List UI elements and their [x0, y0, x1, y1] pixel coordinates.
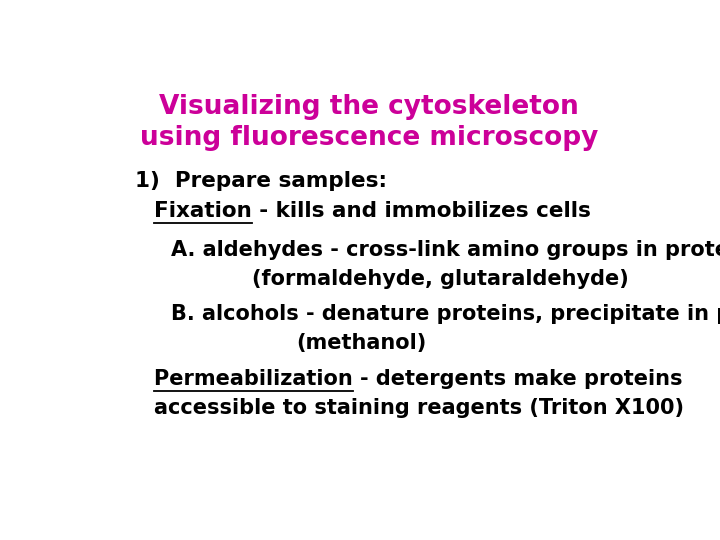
- Text: Visualizing the cytoskeleton: Visualizing the cytoskeleton: [159, 94, 579, 120]
- Text: using fluorescence microscopy: using fluorescence microscopy: [140, 125, 598, 151]
- Text: (formaldehyde, glutaraldehyde): (formaldehyde, glutaraldehyde): [252, 269, 629, 289]
- Text: (methanol): (methanol): [297, 333, 427, 353]
- Text: B. alcohols - denature proteins, precipitate in place: B. alcohols - denature proteins, precipi…: [171, 304, 720, 324]
- Text: accessible to staining reagents (Triton X100): accessible to staining reagents (Triton …: [154, 399, 684, 418]
- Text: 1)  Prepare samples:: 1) Prepare samples:: [135, 171, 387, 191]
- Text: Fixation - kills and immobilizes cells: Fixation - kills and immobilizes cells: [154, 201, 591, 221]
- Text: Permeabilization - detergents make proteins: Permeabilization - detergents make prote…: [154, 369, 683, 389]
- Text: A. aldehydes - cross-link amino groups in proteins: A. aldehydes - cross-link amino groups i…: [171, 240, 720, 260]
